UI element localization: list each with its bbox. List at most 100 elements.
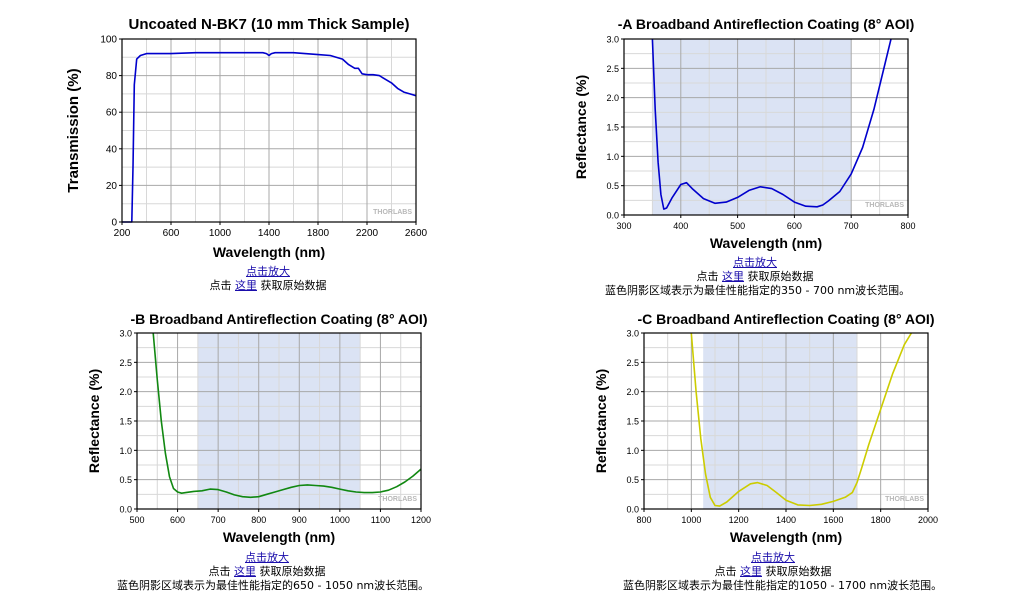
- caption-note: 蓝色阴影区域表示为最佳性能指定的350 - 700 nm波长范围。: [605, 284, 911, 297]
- x-tick-label: 400: [673, 221, 688, 231]
- x-tick-label: 500: [730, 221, 745, 231]
- y-tick-label: 3.0: [626, 329, 639, 339]
- x-tick-label: 1400: [258, 228, 281, 239]
- series-line: [152, 332, 422, 499]
- x-tick-label: 1800: [307, 228, 330, 239]
- y-tick-label: 60: [106, 108, 118, 119]
- caption-text: 获取原始数据: [256, 565, 326, 578]
- x-tick-label: 1000: [330, 515, 350, 525]
- x-tick-label: 600: [787, 221, 802, 231]
- x-tick-label: 1200: [411, 515, 431, 525]
- x-tick-label: 300: [616, 221, 631, 231]
- y-tick-label: 0.0: [606, 211, 619, 221]
- y-tick-label: 1.0: [626, 446, 639, 456]
- caption-note: 蓝色阴影区域表示为最佳性能指定的650 - 1050 nm波长范围。: [117, 579, 430, 592]
- raw-data-link[interactable]: 这里: [740, 565, 762, 578]
- x-tick-label: 1400: [776, 515, 796, 525]
- watermark-logo: THORLABS: [865, 202, 904, 209]
- y-tick-label: 2.0: [119, 387, 132, 397]
- x-axis-label: Wavelength (nm): [223, 529, 335, 545]
- x-tick-label: 600: [170, 515, 185, 525]
- caption-text: 点击: [209, 279, 235, 292]
- y-axis-label: Reflectance (%): [593, 369, 609, 473]
- y-tick-label: 0.5: [119, 475, 132, 485]
- y-tick-label: 3.0: [606, 35, 619, 45]
- x-axis-label: Wavelength (nm): [213, 244, 325, 260]
- caption-1: 点击放大 点击 这里 获取原始数据 蓝色阴影区域表示为最佳性能指定的350 - …: [605, 256, 911, 298]
- y-tick-label: 1.5: [606, 123, 619, 133]
- x-axis-label: Wavelength (nm): [730, 529, 842, 545]
- y-tick-label: 3.0: [119, 329, 132, 339]
- y-tick-label: 80: [106, 71, 118, 82]
- raw-data-link[interactable]: 这里: [234, 565, 256, 578]
- x-tick-label: 1100: [371, 515, 390, 525]
- chart-3: THORLABS 800 1000 1200 1400 1600 1800 2000 0.0 0.…: [593, 311, 938, 545]
- watermark-logo: THORLABS: [378, 496, 417, 503]
- caption-note: 蓝色阴影区域表示为最佳性能指定的1050 - 1700 nm波长范围。: [623, 579, 943, 592]
- y-tick-label: 1.0: [606, 152, 619, 162]
- zoom-link[interactable]: 点击放大: [733, 256, 777, 269]
- x-tick-label: 200: [114, 228, 131, 239]
- x-tick-label: 2600: [405, 228, 428, 239]
- y-axis-label: Reflectance (%): [86, 369, 102, 473]
- caption-3: 点击放大 点击 这里 获取原始数据 蓝色阴影区域表示为最佳性能指定的1050 -…: [623, 551, 943, 593]
- x-tick-label: 1600: [823, 515, 843, 525]
- y-tick-label: 0.5: [626, 475, 639, 485]
- x-tick-label: 900: [292, 515, 307, 525]
- x-tick-label: 700: [844, 221, 859, 231]
- series-line: [690, 332, 913, 507]
- y-tick-label: 1.5: [626, 417, 639, 427]
- y-tick-label: 2.5: [119, 358, 132, 368]
- x-tick-label: 2200: [356, 228, 379, 239]
- caption-text: 点击: [714, 565, 740, 578]
- caption-0: 点击放大 点击 这里 获取原始数据: [118, 265, 418, 293]
- y-tick-label: 2.0: [626, 387, 639, 397]
- chart-0: THORLABS 200 600 1000 1400 1800 2200 2600 0 20 40 6…: [65, 16, 428, 260]
- caption-text: 获取原始数据: [257, 279, 327, 292]
- raw-data-link[interactable]: 这里: [722, 270, 744, 283]
- chart-title: Uncoated N-BK7 (10 mm Thick Sample): [129, 16, 410, 33]
- x-tick-label: 600: [163, 228, 180, 239]
- caption-text: 点击: [696, 270, 722, 283]
- zoom-link[interactable]: 点击放大: [751, 551, 795, 564]
- chart-title: -A Broadband Antireflection Coating (8° …: [618, 16, 914, 32]
- x-tick-label: 1000: [209, 228, 232, 239]
- y-tick-label: 40: [106, 144, 118, 155]
- y-tick-label: 0: [111, 218, 117, 229]
- zoom-link[interactable]: 点击放大: [245, 551, 289, 564]
- x-tick-label: 2000: [918, 515, 938, 525]
- x-tick-label: 800: [900, 221, 915, 231]
- series-line: [122, 51, 417, 223]
- y-axis-label: Transmission (%): [65, 68, 82, 192]
- x-tick-label: 500: [129, 515, 144, 525]
- caption-text: 获取原始数据: [744, 270, 814, 283]
- caption-text: 点击: [208, 565, 234, 578]
- x-tick-label: 1800: [871, 515, 891, 525]
- zoom-link[interactable]: 点击放大: [246, 265, 290, 278]
- caption-text: 获取原始数据: [762, 565, 832, 578]
- x-tick-label: 1000: [681, 515, 701, 525]
- y-tick-label: 2.0: [606, 93, 619, 103]
- y-tick-label: 1.0: [119, 446, 132, 456]
- y-tick-label: 0.0: [626, 505, 639, 515]
- chart-title: -B Broadband Antireflection Coating (8° …: [130, 311, 427, 327]
- x-tick-label: 800: [636, 515, 651, 525]
- y-tick-label: 2.5: [606, 64, 619, 74]
- watermark-logo: THORLABS: [373, 209, 412, 216]
- y-tick-label: 0.5: [606, 181, 619, 191]
- x-tick-label: 700: [211, 515, 226, 525]
- chart-2: THORLABS 500 600 700 800 900 1000 1100 1200 0.0 0.…: [86, 311, 431, 545]
- chart-title: -C Broadband Antireflection Coating (8° …: [637, 311, 934, 327]
- y-tick-label: 2.5: [626, 358, 639, 368]
- series-line: [651, 38, 892, 210]
- caption-2: 点击放大 点击 这里 获取原始数据 蓝色阴影区域表示为最佳性能指定的650 - …: [117, 551, 430, 593]
- x-axis-label: Wavelength (nm): [710, 235, 822, 251]
- y-axis-label: Reflectance (%): [573, 75, 589, 179]
- y-tick-label: 0.0: [119, 505, 132, 515]
- x-tick-label: 800: [251, 515, 266, 525]
- y-tick-label: 100: [100, 35, 117, 46]
- raw-data-link[interactable]: 这里: [235, 279, 257, 292]
- x-tick-label: 1200: [729, 515, 749, 525]
- y-tick-label: 20: [106, 181, 118, 192]
